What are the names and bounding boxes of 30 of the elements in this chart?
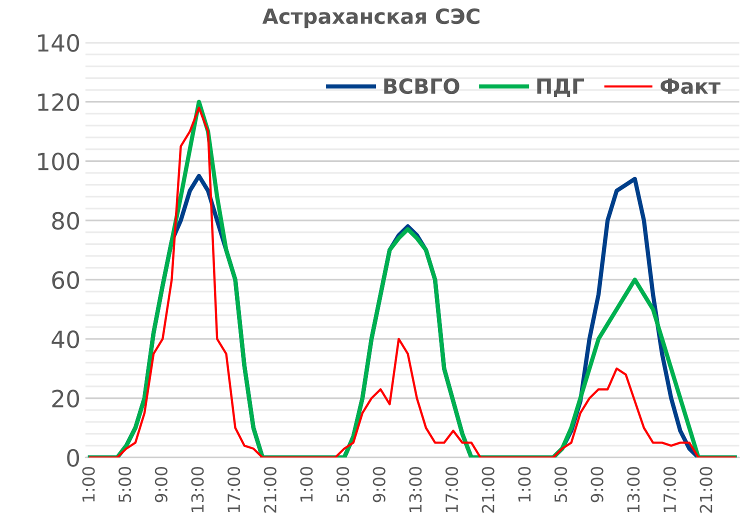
y-tick-label: 120 (38, 93, 80, 112)
y-tick-label: 0 (67, 448, 80, 467)
x-tick-label: 13:00 (627, 466, 640, 512)
x-tick-label: 9:00 (154, 466, 168, 502)
y-tick-label: 100 (38, 152, 80, 170)
x-tick-label: 1:00 (300, 466, 313, 502)
x-tick-label: 13:00 (191, 466, 204, 512)
x-tick-label: 5:00 (554, 466, 568, 502)
x-tick-label: 13:00 (409, 466, 422, 512)
y-tick-label: 40 (52, 330, 80, 348)
x-tick-label: 21:00 (264, 466, 276, 513)
x-tick-label: 1:00 (518, 466, 531, 502)
x-tick-label: 1:00 (82, 466, 95, 502)
chart-title: Астраханская СЭС (262, 8, 480, 28)
y-tick-label: 80 (52, 212, 80, 230)
y-tick-label: 60 (52, 271, 80, 289)
y-tick-label: 140 (38, 34, 80, 52)
x-tick-label: 21:00 (700, 466, 712, 513)
x-tick-label: 21:00 (482, 466, 494, 513)
x-tick-label: 17:00 (228, 466, 240, 512)
x-tick-label: 9:00 (372, 466, 386, 502)
legend-label: ПДГ (537, 78, 584, 98)
y-tick-label: 20 (52, 390, 80, 408)
legend-label: Факт (660, 78, 720, 94)
x-tick-label: 5:00 (336, 466, 350, 502)
x-tick-label: 9:00 (590, 466, 604, 502)
x-tick-label: 17:00 (663, 466, 676, 512)
x-tick-label: 5:00 (118, 466, 132, 502)
x-tick-label: 17:00 (445, 466, 458, 512)
legend-label: ВСВГО (384, 78, 460, 94)
